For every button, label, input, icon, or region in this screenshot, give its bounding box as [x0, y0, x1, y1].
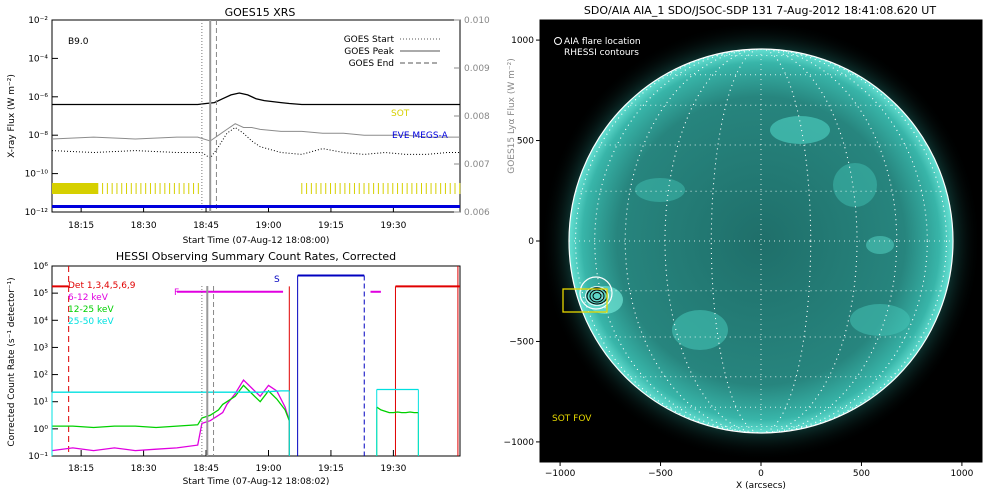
hessi-series-line — [376, 406, 419, 414]
aia-ytick-label: 1000 — [511, 36, 534, 46]
hessi-ytick-label: 10⁴ — [33, 316, 48, 326]
goes-xlabel: Start Time (07-Aug-12 18:08:00) — [183, 236, 330, 246]
aia-legend-circle-icon — [554, 37, 562, 45]
solar-disk — [569, 49, 953, 433]
hessi-flag-f: F — [174, 288, 179, 298]
active-region — [833, 163, 877, 207]
aia-xtick-label: 0 — [758, 469, 764, 479]
hessi-xtick-label: 19:30 — [380, 464, 406, 474]
goes-ytick-label: 10⁻⁶ — [28, 93, 48, 103]
aia-ytick-label: 0 — [528, 237, 534, 247]
goes-xtick-label: 19:30 — [380, 221, 406, 231]
hessi-xtick-label: 18:45 — [193, 464, 219, 474]
eve-label: EVE MEGS-A — [392, 131, 449, 141]
goes-ytick-label: 10⁻⁸ — [28, 131, 48, 141]
goes-right-ytick-label: 0.009 — [464, 64, 490, 74]
hessi-series-line — [51, 378, 290, 452]
heliographic-grid — [569, 49, 953, 433]
hessi-title: HESSI Observing Summary Count Rates, Cor… — [116, 250, 396, 263]
aia-xtick-label: 500 — [853, 469, 870, 479]
aia-legend-line1: AIA flare location — [564, 37, 641, 47]
aia-xtick-label: −500 — [648, 469, 673, 479]
hessi-xtick-label: 18:30 — [131, 464, 157, 474]
longitude-line — [594, 49, 928, 433]
hessi-xtick-label: 18:15 — [68, 464, 94, 474]
hessi-plot-frame — [51, 265, 461, 457]
active-region — [672, 310, 728, 350]
hessi-legend-label: 12-25 keV — [68, 305, 114, 315]
hessi-ytick-label: 10⁰ — [33, 425, 48, 435]
hessi-series-line — [52, 384, 290, 429]
sot-fov-label: SOT FOV — [552, 414, 592, 424]
longitude-line — [575, 49, 947, 433]
hessi-flag-s: S — [274, 275, 280, 285]
active-region — [770, 116, 830, 144]
goes-legend-label: GOES End — [349, 59, 394, 69]
hessi-xtick-label: 19:00 — [256, 464, 282, 474]
aia-xtick-label: −1000 — [545, 469, 576, 479]
eve-coverage-bar — [52, 205, 460, 208]
hessi-ylabel: Corrected Count Rate (s⁻¹ detector⁻¹) — [7, 277, 17, 446]
goes-series-line — [51, 123, 460, 142]
longitude-line — [664, 49, 858, 433]
hessi-ytick-label: 10¹ — [33, 398, 48, 408]
goes-right-ytick-label: 0.010 — [464, 16, 490, 26]
goes-xtick-label: 19:15 — [318, 221, 344, 231]
goes-series-line — [52, 92, 460, 106]
goes-ytick-label: 10⁻¹⁰ — [25, 170, 49, 180]
hessi-ytick-label: 10² — [33, 371, 48, 381]
hessi-series-line — [52, 390, 290, 393]
goes-legend-label: GOES Peak — [344, 47, 394, 57]
hessi-ytick-label: 10⁻¹ — [28, 452, 48, 462]
goes-legend-label: GOES Start — [344, 35, 395, 45]
aia-ytick-label: −500 — [509, 337, 534, 347]
goes-legend: GOES Start GOES Peak GOES End — [344, 35, 440, 69]
goes-ytick-label: 10⁻¹² — [25, 208, 49, 218]
active-region — [850, 304, 910, 336]
aia-title: SDO/AIA AIA_1 SDO/JSOC-SDP 131 7-Aug-201… — [584, 4, 936, 17]
goes-class-label: B9.0 — [68, 37, 89, 47]
aia-xlabel: X (arcsecs) — [736, 481, 786, 491]
hessi-legend-label: 25-50 keV — [68, 317, 114, 327]
aia-panel: SDO/AIA AIA_1 SDO/JSOC-SDP 131 7-Aug-201… — [504, 4, 983, 491]
goes-ytick-label: 10⁻² — [28, 16, 48, 26]
goes-xtick-label: 19:00 — [256, 221, 282, 231]
hessi-xtick-label: 19:15 — [318, 464, 344, 474]
sot-fov-box — [562, 288, 608, 313]
aia-flare-location-marker — [579, 276, 613, 310]
goes-ytick-label: 10⁻⁴ — [28, 54, 48, 64]
goes-xtick-label: 18:15 — [68, 221, 94, 231]
longitude-line — [624, 49, 898, 433]
hessi-ytick-label: 10⁶ — [33, 262, 48, 272]
active-region — [866, 236, 894, 254]
aia-ytick-label: −1000 — [504, 438, 535, 448]
hessi-ytick-label: 10³ — [33, 343, 48, 353]
goes-title: GOES15 XRS — [225, 6, 296, 19]
rhessi-contours — [585, 286, 609, 306]
hessi-legend: Det 1,3,4,5,6,9 6-12 keV 12-25 keV 25-50 ke… — [68, 281, 136, 327]
solar-limb — [568, 48, 954, 434]
goes-panel: GOES15 XRS X-ray Flux (W m⁻²) GOES15 Lyα… — [7, 6, 517, 246]
aia-legend-line2: RHESSI contours — [564, 48, 639, 58]
active-region — [635, 178, 685, 202]
goes-ylabel-left: X-ray Flux (W m⁻²) — [7, 74, 17, 158]
sot-label: SOT — [391, 109, 410, 119]
aia-ytick-label: 500 — [517, 137, 534, 147]
goes-right-ytick-label: 0.006 — [464, 208, 490, 218]
aia-xtick-label: 1000 — [950, 469, 973, 479]
hessi-legend-label: Det 1,3,4,5,6,9 — [68, 281, 136, 291]
hessi-ytick-label: 10⁵ — [33, 289, 48, 299]
goes-ylabel-right: GOES15 Lyα Flux (W m⁻²) — [507, 58, 517, 174]
goes-right-ytick-label: 0.007 — [464, 160, 490, 170]
hessi-legend-label: 6-12 keV — [68, 293, 109, 303]
goes-right-ytick-label: 0.008 — [464, 112, 490, 122]
goes-series-line — [51, 126, 460, 159]
sot-coverage-bar — [52, 183, 98, 194]
hessi-xlabel: Start Time (07-Aug-12 18:08:02) — [183, 477, 330, 487]
goes-xtick-label: 18:45 — [193, 221, 219, 231]
goes-xtick-label: 18:30 — [131, 221, 157, 231]
hessi-panel: HESSI Observing Summary Count Rates, Cor… — [7, 250, 461, 487]
